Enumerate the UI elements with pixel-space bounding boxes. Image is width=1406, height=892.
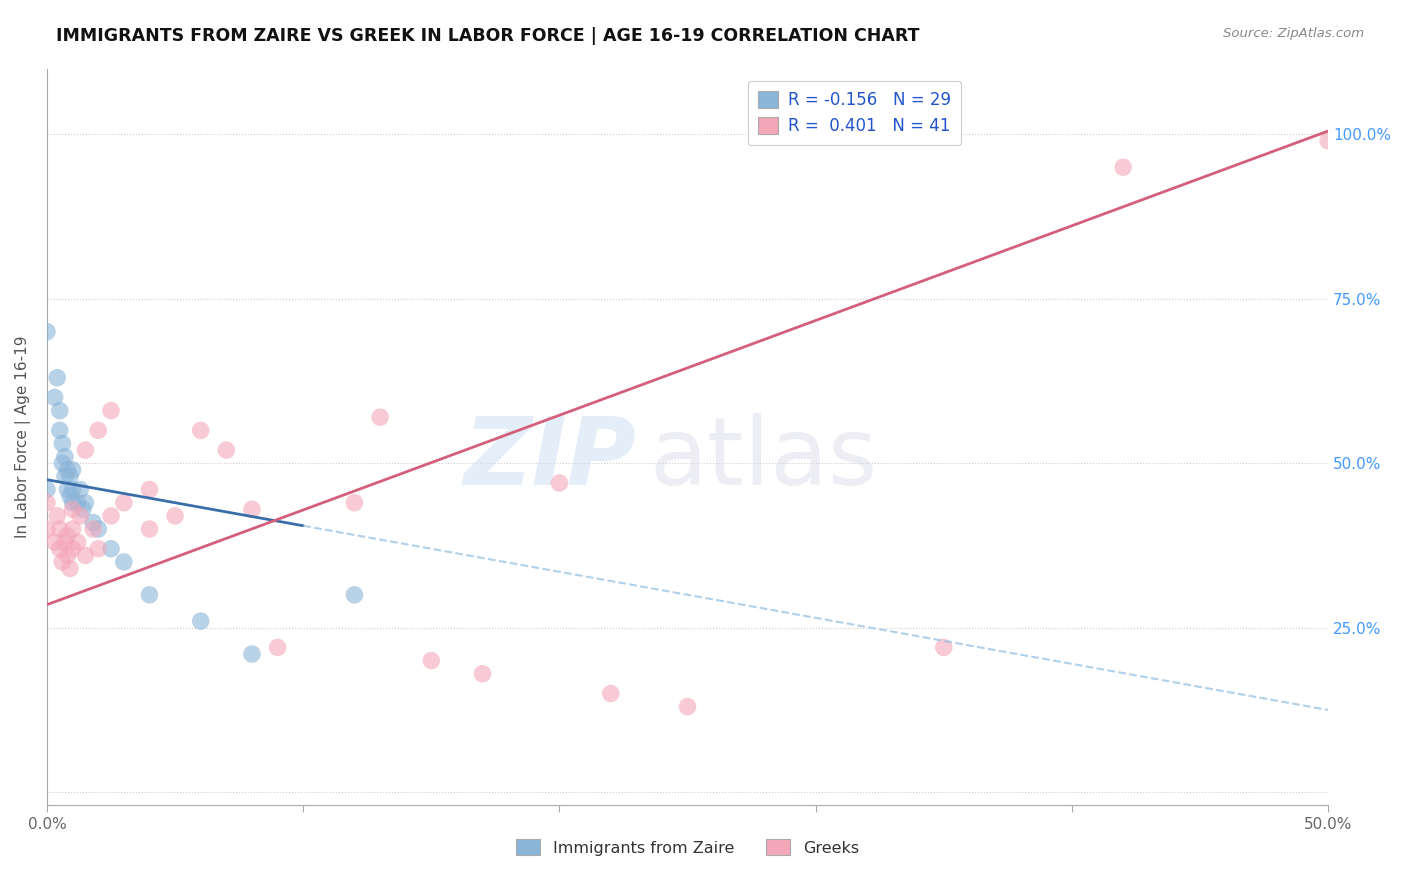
Point [471, 666, 494, 681]
Point [46, 370, 69, 384]
Point [62, 522, 84, 536]
Legend: Immigrants from Zaire, Greeks: Immigrants from Zaire, Greeks [508, 831, 868, 863]
Point [548, 475, 571, 490]
Point [69, 508, 91, 523]
Point [676, 699, 699, 714]
Point [35, 325, 58, 339]
Point [240, 647, 263, 661]
Point [56, 549, 79, 563]
Point [343, 496, 366, 510]
Point [49, 522, 72, 536]
Point [100, 508, 122, 523]
Point [112, 496, 135, 510]
Point [53, 469, 76, 483]
Point [87, 541, 110, 556]
Point [190, 614, 212, 628]
Point [72, 502, 94, 516]
Point [51, 555, 73, 569]
Point [66, 496, 89, 510]
Point [100, 403, 122, 417]
Point [165, 508, 187, 523]
Point [266, 640, 288, 655]
Point [62, 463, 84, 477]
Point [59, 561, 82, 575]
Point [51, 456, 73, 470]
Point [35, 483, 58, 497]
Point [138, 588, 160, 602]
Point [240, 502, 263, 516]
Point [420, 654, 443, 668]
Point [53, 450, 76, 464]
Point [75, 549, 97, 563]
Point [59, 469, 82, 483]
Point [190, 423, 212, 437]
Text: Source: ZipAtlas.com: Source: ZipAtlas.com [1223, 27, 1364, 40]
Text: ZIP: ZIP [464, 413, 637, 505]
Point [138, 483, 160, 497]
Point [53, 535, 76, 549]
Point [49, 541, 72, 556]
Point [75, 496, 97, 510]
Y-axis label: In Labor Force | Age 16-19: In Labor Force | Age 16-19 [15, 335, 31, 538]
Point [1317, 134, 1340, 148]
Point [215, 443, 238, 458]
Point [44, 391, 66, 405]
Text: IMMIGRANTS FROM ZAIRE VS GREEK IN LABOR FORCE | AGE 16-19 CORRELATION CHART: IMMIGRANTS FROM ZAIRE VS GREEK IN LABOR … [56, 27, 920, 45]
Point [35, 496, 58, 510]
Point [368, 410, 391, 425]
Point [112, 555, 135, 569]
Point [82, 522, 104, 536]
Point [62, 483, 84, 497]
Point [66, 535, 89, 549]
Point [932, 640, 955, 655]
Point [87, 423, 110, 437]
Point [56, 483, 79, 497]
Point [56, 528, 79, 542]
Point [56, 463, 79, 477]
Point [49, 403, 72, 417]
Point [35, 522, 58, 536]
Point [100, 541, 122, 556]
Point [75, 443, 97, 458]
Point [62, 541, 84, 556]
Point [1112, 160, 1135, 174]
Point [343, 588, 366, 602]
Text: atlas: atlas [650, 413, 877, 505]
Point [62, 496, 84, 510]
Point [69, 483, 91, 497]
Point [46, 508, 69, 523]
Point [51, 436, 73, 450]
Point [87, 522, 110, 536]
Point [49, 423, 72, 437]
Point [59, 489, 82, 503]
Point [62, 502, 84, 516]
Point [138, 522, 160, 536]
Point [44, 535, 66, 549]
Point [82, 516, 104, 530]
Point [599, 686, 621, 700]
